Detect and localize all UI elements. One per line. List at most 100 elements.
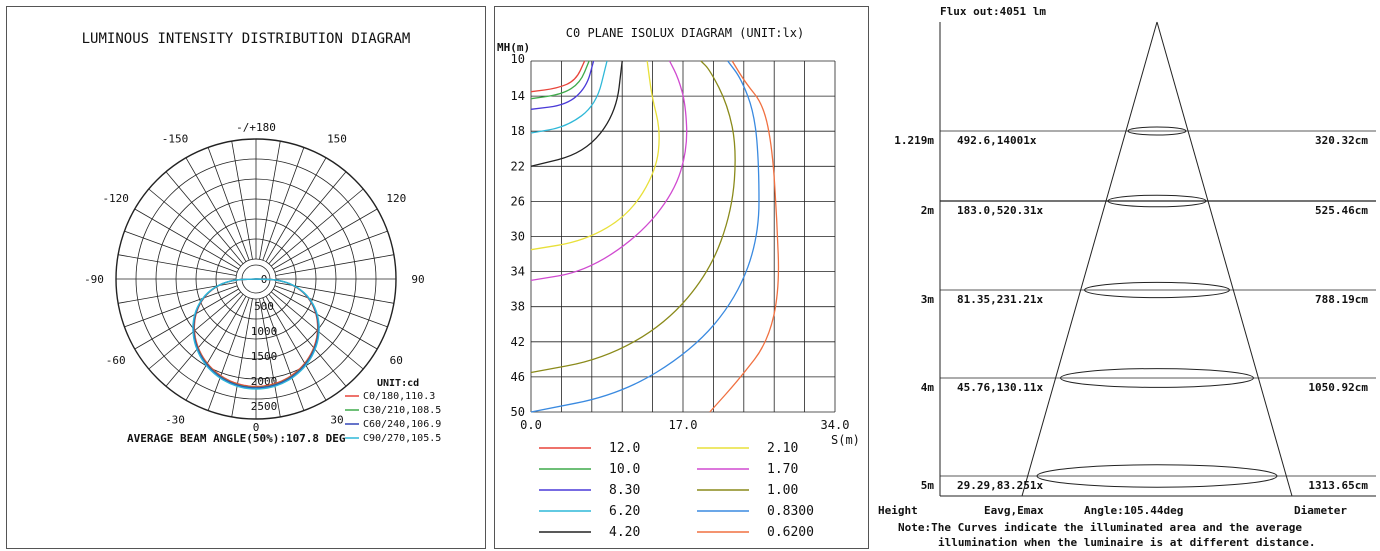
cone-ellipse	[1036, 464, 1278, 488]
cone-row-height: 2m	[921, 204, 935, 217]
cone-note-line1: Note:The Curves indicate the illuminated…	[898, 521, 1302, 534]
isolux-curve	[530, 60, 736, 374]
polar-angle-label: -30	[165, 413, 185, 426]
cone-ellipse	[1060, 368, 1254, 388]
isolux-legend-label: 0.8300	[767, 504, 814, 519]
polar-spoke	[265, 296, 327, 401]
polar-spoke	[185, 296, 247, 401]
polar-spoke	[118, 254, 237, 276]
isolux-title: C0 PLANE ISOLUX DIAGRAM (UNIT:lx)	[566, 26, 804, 40]
isolux-curve	[530, 60, 688, 282]
polar-spoke	[262, 297, 305, 411]
polar-spoke	[268, 171, 347, 264]
polar-legend: UNIT:cd C0/180,110.3 C30/210,108.5 C60/240,…	[345, 378, 441, 444]
polar-spoke	[148, 188, 241, 267]
polar-spoke	[207, 147, 250, 261]
polar-angle-label: 120	[386, 192, 406, 205]
isolux-ylabel: MH(m)	[497, 41, 530, 54]
polar-curves	[192, 278, 320, 390]
polar-spoke	[259, 141, 281, 260]
polar-spoke	[124, 285, 238, 328]
cone-column-header: Eavg,Emax	[984, 504, 1044, 517]
isolux-legend-label: 10.0	[609, 462, 640, 477]
polar-grid	[115, 138, 397, 420]
cone-row-diameter: 1050.92cm	[1308, 381, 1368, 394]
cone-right-edge	[1156, 21, 1293, 497]
isolux-x-tick: 34.0	[821, 418, 850, 432]
cone-column-header: Diameter	[1294, 504, 1347, 517]
cone-row-height: 4m	[921, 381, 935, 394]
cone-row-height: 1.219m	[894, 134, 934, 147]
polar-angle-label: -/+180	[236, 121, 276, 134]
isolux-x-tick: 17.0	[669, 418, 698, 432]
polar-angle-label: 90	[411, 273, 424, 286]
polar-radial-label: 500	[254, 300, 274, 313]
cone-row-diameter: 525.46cm	[1315, 204, 1368, 217]
polar-spoke	[124, 230, 238, 273]
isolux-y-tick: 50	[511, 405, 525, 419]
polar-spoke	[274, 230, 388, 273]
isolux-curve	[530, 60, 586, 93]
polar-spoke	[165, 171, 244, 264]
isolux-legend-label: 6.20	[609, 504, 640, 519]
cone-row-height: 3m	[921, 293, 935, 306]
isolux-panel: C0 PLANE ISOLUX DIAGRAM (UNIT:lx) MH(m) …	[494, 6, 869, 549]
isolux-y-tick: 10	[511, 52, 525, 66]
isolux-x-ticks: 0.0 17.0 34.0	[520, 418, 849, 432]
isolux-legend-label: 2.10	[767, 441, 798, 456]
isolux-curve	[709, 60, 780, 413]
polar-angle-label: -120	[102, 192, 129, 205]
polar-spoke	[231, 141, 253, 260]
isolux-legend-label: 0.6200	[767, 525, 814, 540]
polar-spoke	[271, 188, 364, 267]
cone-row-values: 81.35,231.21x	[957, 293, 1043, 306]
beam-angle-text: AVERAGE BEAM ANGLE(50%):107.8 DEG	[127, 432, 346, 445]
isolux-curve	[530, 60, 623, 167]
polar-radial-label: 1500	[251, 350, 278, 363]
polar-angle-label: 30	[330, 413, 343, 426]
polar-legend-label: C60/240,106.9	[363, 419, 441, 430]
polar-spoke	[134, 288, 239, 350]
cone-footer: Height Eavg,Emax Angle:105.44deg Diameter No…	[878, 504, 1347, 549]
isolux-legend: 12.0 2.10 10.0 1.70 8.30 1.00 6.20 0.8300 4.20 0.…	[539, 441, 814, 540]
polar-spoke	[165, 294, 244, 387]
beam-cone-chart: Flux out:4051 lm 1.219m 492.6,14001x 320.3…	[878, 5, 1376, 549]
beam-cone-panel: Flux out:4051 lm 1.219m 492.6,14001x 320.3…	[876, 0, 1380, 551]
polar-legend-label: C0/180,110.3	[363, 391, 435, 402]
isolux-y-tick: 22	[511, 159, 525, 173]
isolux-curve	[530, 60, 608, 134]
isolux-y-ticks: 10 14 18 22 26 30 34 38 42 46 50	[511, 52, 525, 419]
isolux-chart: C0 PLANE ISOLUX DIAGRAM (UNIT:lx) MH(m) …	[497, 26, 860, 540]
polar-spoke	[275, 254, 394, 276]
isolux-y-tick: 34	[511, 265, 525, 279]
polar-spoke	[274, 285, 388, 328]
polar-angle-label: -90	[84, 273, 104, 286]
polar-radial-label: 1000	[251, 325, 278, 338]
polar-unit-label: UNIT:cd	[377, 378, 419, 389]
polar-spoke	[134, 208, 239, 270]
isolux-legend-label: 8.30	[609, 483, 640, 498]
cone-row-diameter: 788.19cm	[1315, 293, 1368, 306]
polar-spoke	[207, 297, 250, 411]
isolux-curve	[530, 60, 590, 100]
isolux-x-tick: 0.0	[520, 418, 542, 432]
isolux-curves	[530, 60, 780, 413]
isolux-legend-label: 12.0	[609, 441, 640, 456]
polar-angle-labels: -/+180 -150 150 -120 120 -90 90 -60 60 -30 30 0	[84, 121, 425, 434]
isolux-curve	[530, 60, 660, 251]
cone-column-header: Angle:105.44deg	[1084, 504, 1183, 517]
flux-out-label: Flux out:4051 lm	[940, 5, 1046, 18]
polar-spoke	[231, 298, 253, 417]
isolux-legend-label: 1.70	[767, 462, 798, 477]
isolux-y-tick: 42	[511, 335, 525, 349]
polar-angle-label: -150	[162, 133, 189, 146]
isolux-y-tick: 46	[511, 370, 525, 384]
cone-column-header: Height	[878, 504, 918, 517]
polar-chart: LUMINOUS INTENSITY DISTRIBUTION DIAGRAM …	[82, 31, 442, 445]
polar-spoke	[273, 208, 378, 270]
polar-spoke	[265, 157, 327, 262]
polar-panel: LUMINOUS INTENSITY DISTRIBUTION DIAGRAM …	[6, 6, 486, 549]
cone-rows: 1.219m 492.6,14001x 320.32cm 2m 183.0,520.31…	[894, 134, 1368, 492]
cone-frame	[939, 21, 1376, 497]
polar-series-curve	[192, 278, 320, 390]
